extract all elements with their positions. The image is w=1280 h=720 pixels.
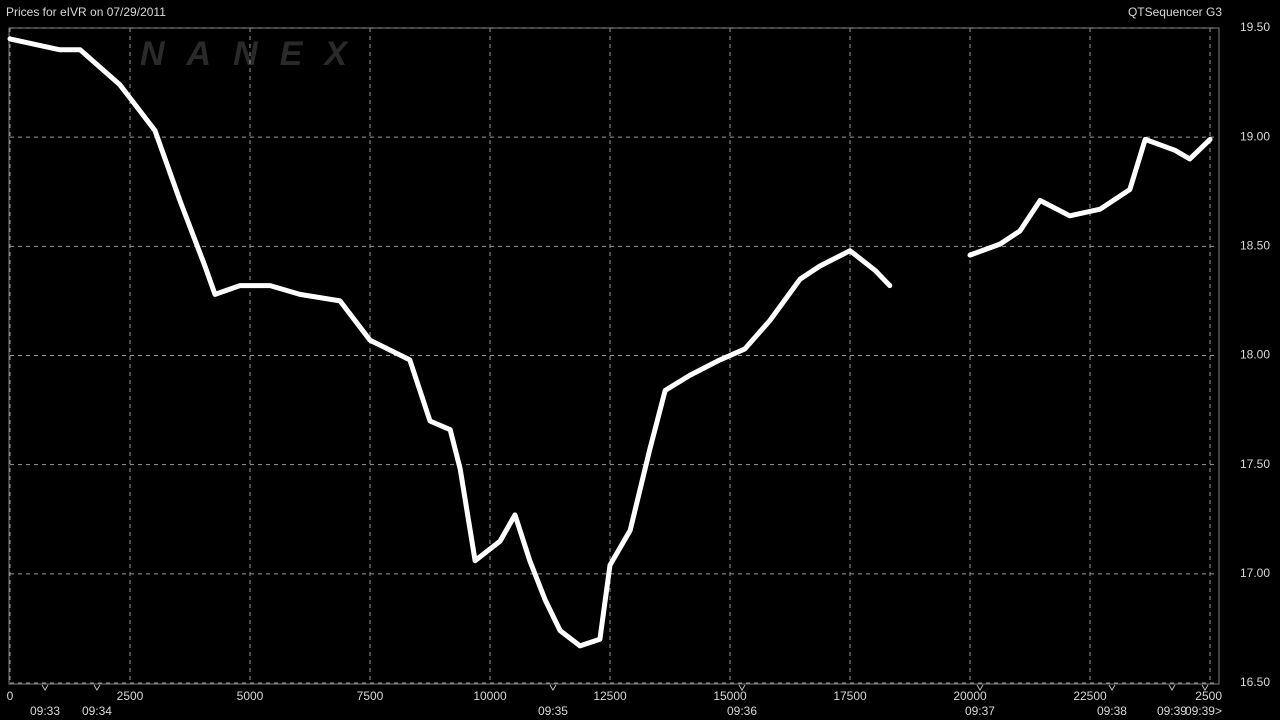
x-tick-label: 7500	[357, 689, 384, 703]
x-tick-label: 15000	[713, 689, 747, 703]
time-tick-label: 09:34	[82, 704, 112, 718]
time-tick-label: 09:39	[1157, 704, 1187, 718]
price-line	[7, 36, 1213, 649]
time-tick-mark	[976, 684, 984, 691]
y-tick-label: 18.00	[1240, 348, 1270, 362]
x-tick-label: 5000	[237, 689, 264, 703]
y-tick-label: 17.00	[1240, 566, 1270, 580]
x-tick-label: 2500	[1195, 689, 1222, 703]
time-tick-label: 09:35	[538, 704, 568, 718]
time-tick-label: 09:36	[727, 704, 757, 718]
time-tick-label: 09:39>	[1185, 704, 1222, 718]
x-tick-label: 2500	[117, 689, 144, 703]
x-tick-label: 10000	[473, 689, 507, 703]
x-tick-label: 12500	[593, 689, 627, 703]
time-tick-mark	[1108, 684, 1116, 691]
y-tick-label: 17.50	[1240, 457, 1270, 471]
y-tick-label: 19.00	[1240, 129, 1270, 143]
y-tick-label: 16.50	[1240, 675, 1270, 689]
time-tick-mark	[41, 684, 49, 691]
y-tick-label: 18.50	[1240, 239, 1270, 253]
x-tick-label: 17500	[833, 689, 867, 703]
x-tick-label: 20000	[953, 689, 987, 703]
chart-subtitle: QTSequencer G3	[1128, 5, 1222, 19]
watermark: NANEX	[140, 35, 369, 73]
time-tick-label: 09:38	[1097, 704, 1127, 718]
time-tick-mark	[549, 684, 557, 691]
time-tick-label: 09:33	[30, 704, 60, 718]
time-tick-mark	[1168, 684, 1176, 691]
time-tick-mark	[738, 684, 746, 691]
chart-title: Prices for eIVR on 07/29/2011	[6, 5, 166, 19]
x-tick-label: 22500	[1073, 689, 1107, 703]
y-tick-label: 19.50	[1240, 20, 1270, 34]
x-tick-label: 0	[7, 689, 14, 703]
time-tick-mark	[1201, 684, 1209, 691]
time-tick-mark	[93, 684, 101, 691]
time-tick-label: 09:37	[965, 704, 995, 718]
